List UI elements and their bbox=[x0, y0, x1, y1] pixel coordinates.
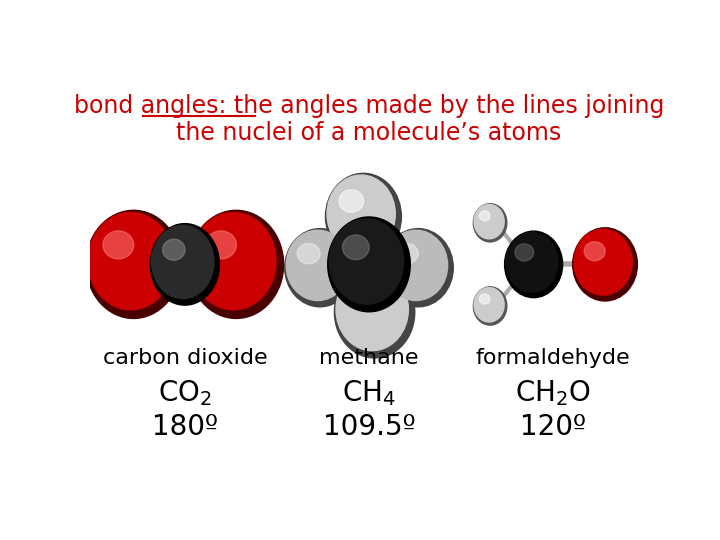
Ellipse shape bbox=[284, 228, 355, 307]
Text: methane: methane bbox=[319, 348, 419, 368]
Ellipse shape bbox=[343, 235, 369, 260]
Ellipse shape bbox=[473, 287, 507, 325]
Ellipse shape bbox=[584, 242, 606, 261]
Ellipse shape bbox=[395, 244, 418, 264]
Ellipse shape bbox=[286, 230, 349, 301]
Ellipse shape bbox=[505, 231, 562, 298]
Ellipse shape bbox=[480, 211, 490, 221]
Ellipse shape bbox=[474, 205, 504, 239]
Ellipse shape bbox=[574, 230, 632, 295]
Ellipse shape bbox=[163, 239, 185, 260]
Ellipse shape bbox=[103, 231, 134, 259]
Ellipse shape bbox=[152, 225, 214, 299]
Ellipse shape bbox=[325, 173, 401, 260]
Ellipse shape bbox=[328, 217, 410, 312]
Text: CO$_2$: CO$_2$ bbox=[158, 379, 212, 408]
Ellipse shape bbox=[348, 284, 375, 308]
Ellipse shape bbox=[474, 288, 504, 322]
Ellipse shape bbox=[191, 213, 276, 310]
Ellipse shape bbox=[297, 244, 320, 264]
Ellipse shape bbox=[206, 231, 236, 259]
Ellipse shape bbox=[336, 268, 408, 350]
Ellipse shape bbox=[383, 228, 454, 307]
Text: 180º: 180º bbox=[152, 413, 218, 441]
Ellipse shape bbox=[505, 232, 558, 292]
Text: 120º: 120º bbox=[520, 413, 586, 441]
Ellipse shape bbox=[515, 244, 534, 261]
Text: CH$_2$O: CH$_2$O bbox=[516, 379, 591, 408]
Ellipse shape bbox=[329, 219, 404, 304]
Text: carbon dioxide: carbon dioxide bbox=[102, 348, 267, 368]
Ellipse shape bbox=[480, 294, 490, 304]
Text: the nuclei of a molecule’s atoms: the nuclei of a molecule’s atoms bbox=[176, 121, 562, 145]
Text: 109.5º: 109.5º bbox=[323, 413, 415, 441]
Ellipse shape bbox=[473, 204, 507, 242]
Ellipse shape bbox=[86, 211, 181, 319]
Ellipse shape bbox=[334, 266, 415, 358]
Ellipse shape bbox=[88, 213, 174, 310]
Text: bond angles: the angles made by the lines joining: bond angles: the angles made by the line… bbox=[74, 94, 664, 118]
Ellipse shape bbox=[384, 230, 448, 301]
Ellipse shape bbox=[572, 228, 637, 301]
Ellipse shape bbox=[339, 190, 364, 212]
Ellipse shape bbox=[189, 211, 284, 319]
Ellipse shape bbox=[327, 175, 395, 253]
Text: formaldehyde: formaldehyde bbox=[476, 348, 631, 368]
Text: CH$_4$: CH$_4$ bbox=[342, 379, 396, 408]
Ellipse shape bbox=[150, 224, 220, 305]
